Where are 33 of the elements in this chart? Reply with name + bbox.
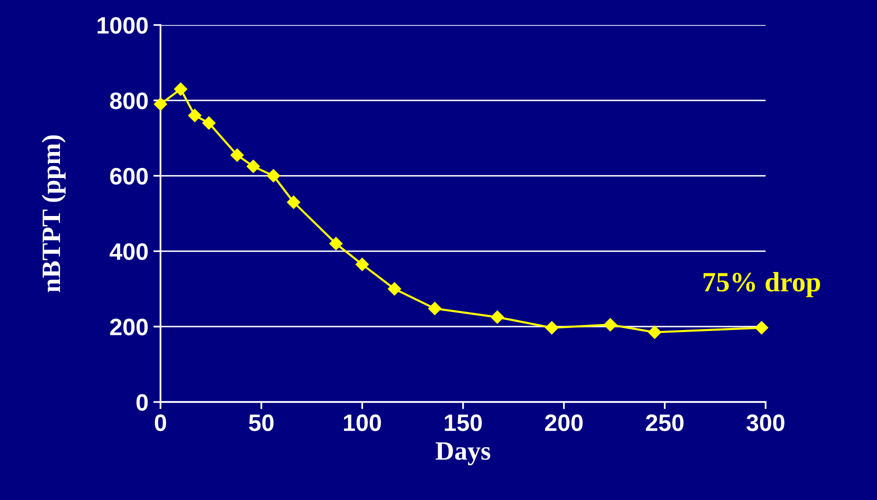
x-axis-title: Days	[436, 442, 490, 466]
y-tick-label: 1000	[98, 17, 148, 34]
point	[266, 169, 280, 182]
point	[154, 98, 168, 111]
x-tick-label: 0	[154, 414, 166, 432]
point	[356, 258, 369, 271]
point	[329, 237, 343, 250]
y-tick-label: 800	[110, 92, 148, 110]
point	[428, 302, 442, 316]
y-axis-title: nBTPT (ppm)	[42, 135, 66, 292]
y-tick-label: 200	[110, 318, 148, 336]
y-tick-label: 400	[110, 243, 148, 260]
point	[388, 282, 402, 296]
point	[202, 116, 216, 130]
x-tick-label: 100	[344, 414, 381, 432]
point	[188, 108, 202, 122]
x-tick-label: 150	[444, 414, 482, 432]
point	[545, 321, 558, 334]
annotation: 75% drop	[704, 272, 820, 298]
point	[246, 160, 260, 173]
point	[648, 326, 662, 339]
x-tick-label: 50	[248, 414, 274, 432]
point	[287, 196, 300, 209]
y-tick-label: 0	[136, 394, 148, 411]
x-tick-label: 250	[646, 414, 684, 432]
y-tick-label: 600	[110, 168, 148, 185]
point	[755, 321, 768, 334]
point	[490, 310, 504, 324]
point	[604, 318, 617, 332]
x-tick-label: 300	[746, 414, 784, 432]
point	[230, 148, 244, 162]
x-tick-label: 200	[545, 414, 583, 432]
point	[174, 82, 188, 96]
